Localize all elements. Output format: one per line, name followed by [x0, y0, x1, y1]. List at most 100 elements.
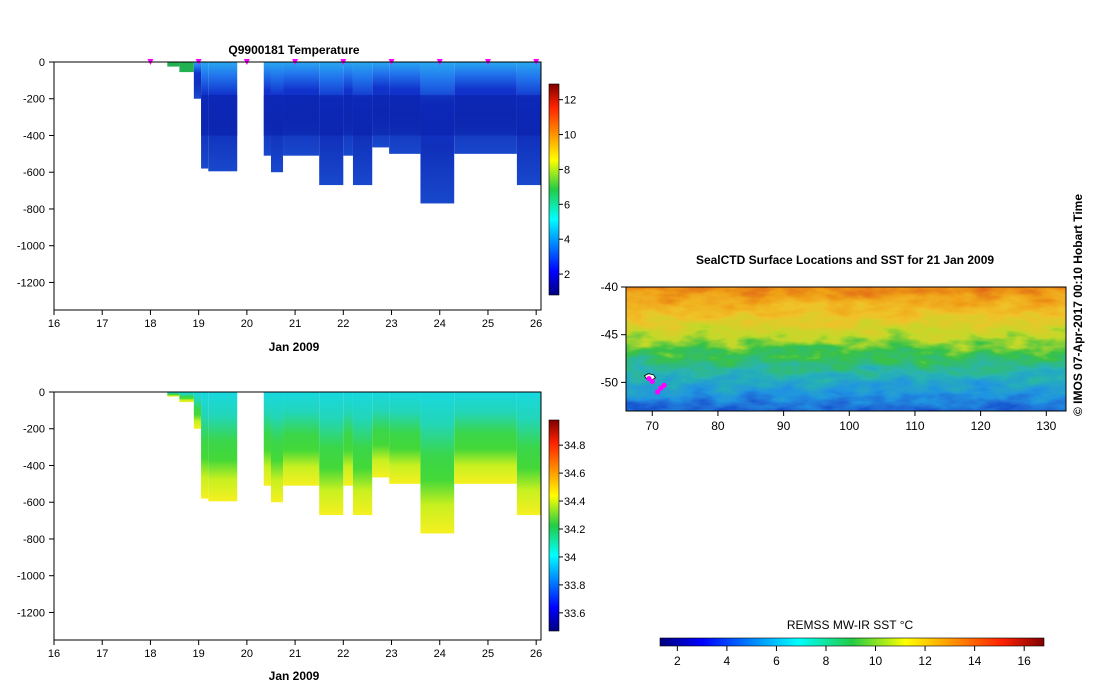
lon-tick-label: 110 — [905, 419, 924, 433]
colorbar-tick-label: 12 — [564, 95, 576, 107]
temperature-chart-title: Q9900181 Temperature — [228, 43, 360, 57]
x-tick-label: 23 — [385, 318, 397, 330]
lon-tick-label: 80 — [711, 419, 725, 433]
sst-colorbar-tick-label: 8 — [823, 654, 830, 668]
colorbar-tick-label: 33.8 — [564, 580, 585, 592]
salinity-colorbar — [548, 419, 560, 632]
x-tick-label: 26 — [530, 648, 542, 660]
profile-bar — [167, 392, 180, 397]
temperature-colorbar-ticks: 2 4 6 8 10 12 — [559, 95, 576, 281]
profile-cold-core — [420, 95, 455, 136]
profile-cold-core — [352, 95, 373, 136]
temperature-x-axis: 16 17 18 19 20 21 22 23 24 25 26 — [48, 310, 542, 330]
sst-map-panel: SealCTD Surface Locations and SST for 21… — [601, 253, 1067, 668]
x-tick-label: 19 — [193, 648, 205, 660]
sst-colorbar — [659, 637, 1045, 647]
seal-location-point — [654, 389, 661, 395]
colorbar-tick-label: 34.8 — [564, 440, 585, 452]
colorbar-tick-label: 4 — [564, 234, 570, 246]
lon-tick-label: 70 — [646, 419, 660, 433]
profile-bar — [263, 392, 271, 486]
profile-bar — [283, 392, 320, 486]
profile-cold-core — [389, 95, 421, 136]
profile-bar — [352, 392, 373, 516]
colorbar-tick-label: 8 — [564, 164, 570, 176]
profile-cold-core — [263, 95, 271, 136]
x-tick-label: 19 — [193, 318, 205, 330]
profile-bar — [179, 392, 194, 403]
profile-bar — [343, 392, 353, 486]
temperature-section-panel: Q9900181 Temperature 16 17 18 19 20 21 22 23 24 2… — [17, 43, 576, 354]
profile-cold-core — [208, 95, 238, 136]
profile-bar — [372, 392, 390, 478]
y-tick-label: -200 — [23, 94, 45, 106]
y-tick-label: -1200 — [17, 607, 45, 619]
y-tick-label: -800 — [23, 534, 45, 546]
temperature-profile-bars — [167, 62, 541, 204]
colorbar-tick-label: 33.6 — [564, 608, 585, 620]
x-tick-label: 22 — [337, 318, 349, 330]
x-tick-label: 21 — [289, 318, 301, 330]
y-tick-label: -1200 — [17, 277, 45, 289]
profile-bar — [420, 392, 455, 534]
x-tick-label: 21 — [289, 648, 301, 660]
profile-cold-core — [516, 95, 541, 136]
y-tick-label: -400 — [23, 460, 45, 472]
seal-location-point — [649, 378, 655, 385]
profile-cold-core — [270, 95, 284, 136]
lat-tick-label: -45 — [601, 328, 619, 342]
lon-tick-label: 90 — [777, 419, 791, 433]
lat-tick-label: -50 — [601, 375, 619, 389]
colorbar-tick-label: 6 — [564, 199, 570, 211]
sst-field — [626, 287, 1066, 411]
profile-bar — [454, 392, 517, 484]
y-tick-label: 0 — [39, 387, 45, 399]
salinity-profile-bars — [167, 392, 541, 534]
longitude-axis: 70 80 90 100 110 120 130 — [646, 411, 1057, 433]
y-tick-label: -400 — [23, 130, 45, 142]
salinity-y-axis: 0 -200 -400 -600 -800 -1000 -1200 — [17, 387, 54, 619]
profile-cold-core — [343, 95, 353, 136]
colorbar-tick-label: 34.2 — [564, 524, 585, 536]
colorbar-tick-label: 34.6 — [564, 468, 585, 480]
y-tick-label: 0 — [39, 57, 45, 69]
sst-colorbar-tick-label: 10 — [869, 654, 883, 668]
x-tick-label: 16 — [48, 318, 60, 330]
salinity-x-axis: 16 17 18 19 20 21 22 23 24 25 26 — [48, 640, 542, 660]
sst-colorbar-tick-label: 2 — [674, 654, 681, 668]
x-tick-label: 24 — [434, 648, 446, 660]
sst-map-title: SealCTD Surface Locations and SST for 21… — [696, 253, 994, 267]
y-tick-label: -1000 — [17, 571, 45, 583]
x-tick-label: 16 — [48, 648, 60, 660]
profile-bar — [208, 392, 238, 502]
sst-colorbar-tick-label: 12 — [918, 654, 932, 668]
x-tick-label: 22 — [337, 648, 349, 660]
temperature-colorbar — [548, 83, 560, 296]
x-tick-label: 17 — [96, 648, 108, 660]
x-tick-label: 17 — [96, 318, 108, 330]
salinity-x-axis-label: Jan 2009 — [269, 669, 320, 683]
salinity-section-panel: 16 17 18 19 20 21 22 23 24 25 26 0 -200 -400 -600 -800… — [17, 387, 586, 683]
sst-colorbar-tick-label: 16 — [1018, 654, 1032, 668]
colorbar-tick-label: 34 — [564, 552, 576, 564]
y-tick-label: -200 — [23, 424, 45, 436]
profile-bar — [516, 392, 541, 516]
temperature-plot-frame — [53, 61, 542, 311]
profile-bar — [201, 392, 209, 499]
salinity-plot-frame — [53, 391, 542, 641]
colorbar-tick-label: 2 — [564, 269, 570, 281]
x-tick-label: 25 — [482, 318, 494, 330]
seal-surface-locations — [643, 373, 667, 395]
profile-cold-core — [201, 95, 209, 136]
sst-colorbar-label: REMSS MW-IR SST °C — [787, 618, 914, 632]
profile-bar — [270, 392, 284, 503]
lon-tick-label: 100 — [839, 419, 859, 433]
y-tick-label: -1000 — [17, 241, 45, 253]
profile-bar — [167, 62, 180, 67]
x-tick-label: 18 — [144, 318, 156, 330]
profile-cold-core — [283, 95, 320, 136]
lat-tick-label: -40 — [601, 280, 619, 294]
sst-colorbar-tick-label: 6 — [773, 654, 780, 668]
temperature-x-axis-label: Jan 2009 — [269, 340, 320, 354]
sst-map-frame — [625, 286, 1067, 412]
